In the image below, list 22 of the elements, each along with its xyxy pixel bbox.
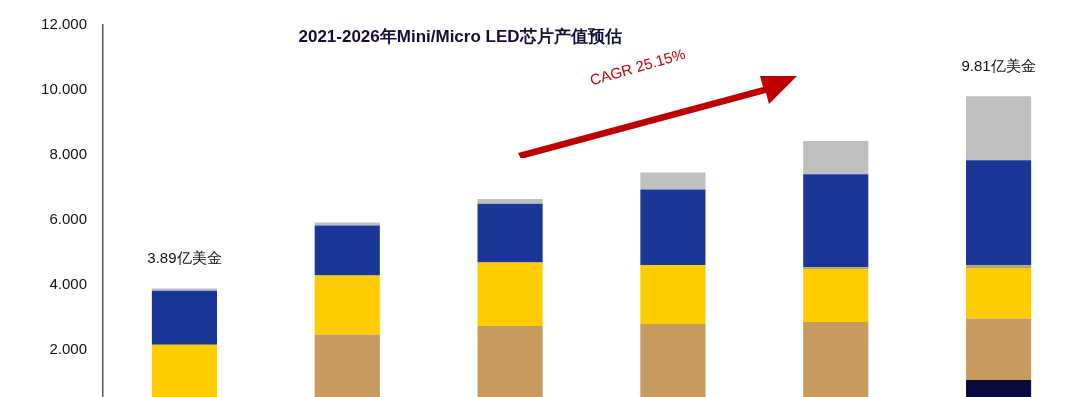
y-tick-label: 6.000 <box>49 210 87 228</box>
y-tick-label: 2.000 <box>49 340 87 358</box>
bar <box>803 141 869 175</box>
bar <box>966 265 1032 269</box>
annotation: CAGR 25.15% <box>588 44 688 89</box>
chart-title: 2021-2026年Mini/Micro LED芯片产值预估 <box>298 26 622 46</box>
bar <box>966 160 1032 266</box>
bar <box>640 172 706 190</box>
total-label: 9.81亿美金 <box>961 56 1036 74</box>
bar <box>803 174 869 268</box>
total-label: 3.89亿美金 <box>147 249 222 267</box>
bar <box>314 225 380 276</box>
bar <box>966 96 1032 161</box>
y-tick-label: 10.000 <box>41 80 87 98</box>
bar <box>477 203 543 263</box>
bar <box>966 268 1032 319</box>
bar <box>477 198 543 204</box>
bar <box>314 222 380 226</box>
y-tick-label: 12.000 <box>41 15 87 33</box>
y-tick-label: 8.000 <box>49 145 87 163</box>
y-tick-label: 4.000 <box>49 275 87 293</box>
bar <box>640 189 706 266</box>
